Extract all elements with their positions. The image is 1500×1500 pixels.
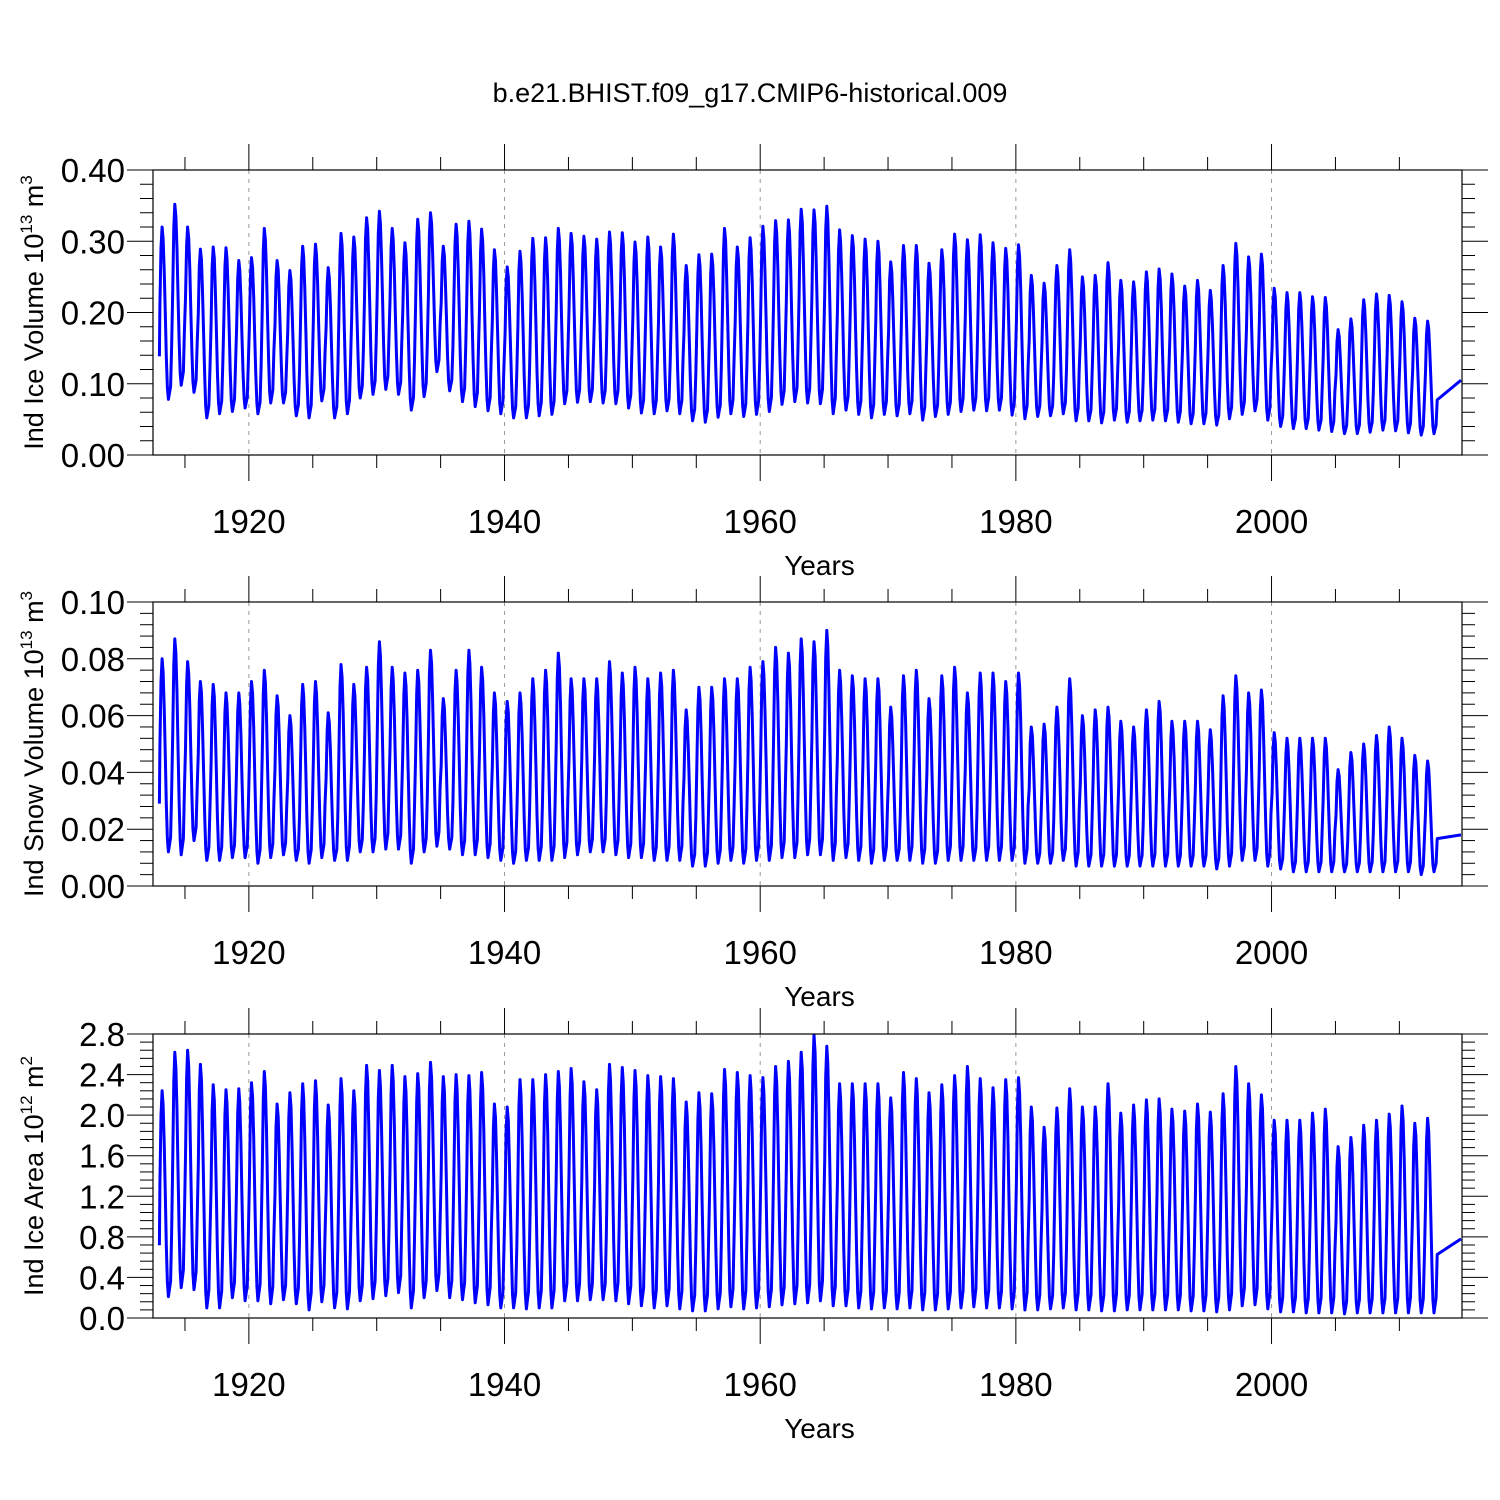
x-tick-label: 1940 <box>468 934 541 971</box>
y-tick-label: 0.10 <box>61 584 125 621</box>
panel-1: 0.00 0.10 0.20 0.30 0.40 1920 1940 1960 1980 2000… <box>17 144 1488 581</box>
x-tick-label: 1920 <box>212 934 285 971</box>
y-tick-label: 0.08 <box>61 641 125 678</box>
series-line <box>157 202 1462 437</box>
x-axis-title: Years <box>784 1413 855 1444</box>
x-axis-title: Years <box>784 550 855 581</box>
y-tick-label: 0.0 <box>79 1300 125 1337</box>
y-tick-label: 0.02 <box>61 811 125 848</box>
y-tick-label: 0.40 <box>61 152 125 189</box>
x-tick-label: 2000 <box>1235 503 1308 540</box>
x-axis-title: Years <box>784 981 855 1012</box>
x-tick-label: 1980 <box>979 934 1052 971</box>
y-tick-label: 0.8 <box>79 1219 125 1256</box>
plot-frame <box>152 601 1463 887</box>
y-tick-label: 0.00 <box>61 868 125 905</box>
plot-frame <box>152 1033 1463 1319</box>
x-tick-label: 1920 <box>212 503 285 540</box>
y-tick-label: 2.4 <box>79 1057 125 1094</box>
y-tick-label: 2.8 <box>79 1016 125 1053</box>
x-tick-label: 1980 <box>979 503 1052 540</box>
series-line <box>157 628 1462 877</box>
y-axis-title: Ind Ice Area 1012 m2 <box>17 1056 49 1296</box>
y-tick-label: 0.06 <box>61 698 125 735</box>
x-tick-label: 1920 <box>212 1366 285 1403</box>
panel-3: 0.0 0.40.8 1.21.6 2.02.4 2.8 1920 1940 1960 1980… <box>17 1008 1488 1444</box>
y-tick-label: 1.2 <box>79 1178 125 1215</box>
x-tick-label: 1960 <box>723 934 796 971</box>
chart-title: b.e21.BHIST.f09_g17.CMIP6-historical.009 <box>492 78 1008 108</box>
y-tick-label: 0.00 <box>61 437 125 474</box>
x-tick-label: 2000 <box>1235 934 1308 971</box>
y-tick-label: 2.0 <box>79 1097 125 1134</box>
y-tick-label: 0.04 <box>61 754 125 791</box>
x-tick-label: 1960 <box>723 503 796 540</box>
y-tick-label: 1.6 <box>79 1138 125 1175</box>
y-tick-label: 0.20 <box>61 295 125 332</box>
x-tick-label: 1940 <box>468 1366 541 1403</box>
x-tick-label: 1960 <box>723 1366 796 1403</box>
series-line <box>157 1033 1462 1316</box>
panel-2: 0.00 0.02 0.04 0.06 0.08 0.10 1920 1940 1960 1980… <box>17 576 1488 1012</box>
x-tick-label: 2000 <box>1235 1366 1308 1403</box>
y-axis-title: Ind Snow Volume 1013 m3 <box>17 591 49 897</box>
y-tick-label: 0.10 <box>61 366 125 403</box>
x-tick-label: 1940 <box>468 503 541 540</box>
y-axis-title: Ind Ice Volume 1013 m3 <box>17 175 49 450</box>
x-tick-label: 1980 <box>979 1366 1052 1403</box>
y-tick-label: 0.4 <box>79 1259 125 1296</box>
y-tick-label: 0.30 <box>61 223 125 260</box>
